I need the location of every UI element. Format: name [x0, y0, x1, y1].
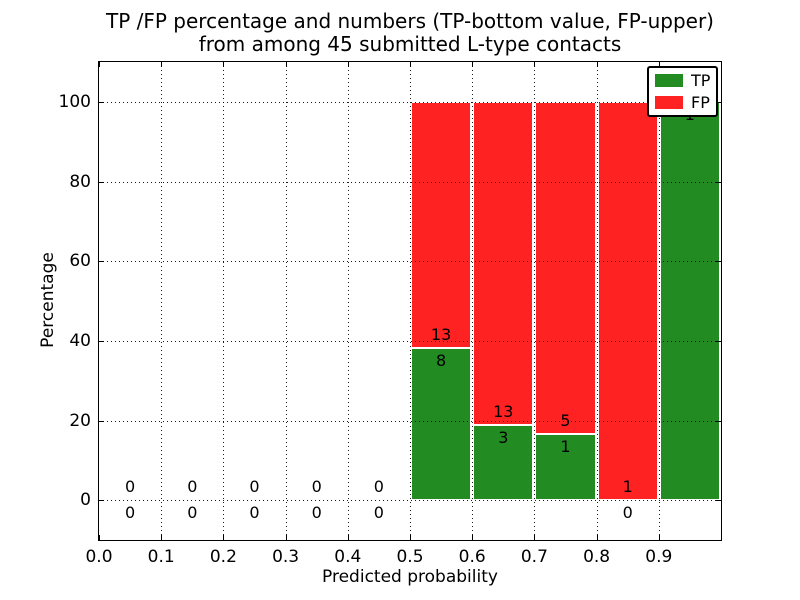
tick-mark — [99, 62, 100, 67]
bar-tp-count-label: 3 — [498, 428, 509, 448]
legend-tp-label: TP — [691, 71, 711, 90]
gridline-x — [347, 62, 349, 540]
bar-tp-count-label: 0 — [311, 503, 322, 523]
x-tick-label: 0.0 — [85, 547, 113, 567]
tick-mark — [716, 181, 721, 183]
gridline-x — [161, 62, 163, 540]
y-tick-label: 80 — [69, 171, 91, 192]
y-tick-label: 40 — [69, 330, 91, 351]
y-tick-label: 60 — [69, 251, 91, 272]
bar-fp-count-label: 0 — [249, 477, 260, 497]
x-tick-label: 0.4 — [334, 547, 362, 567]
tick-mark — [99, 261, 104, 263]
x-tick-label: 0.7 — [520, 547, 548, 567]
bar-tp-segment — [411, 348, 472, 501]
bar-fp-count-label: 0 — [125, 477, 136, 497]
chart-title: TP /FP percentage and numbers (TP-bottom… — [98, 10, 722, 56]
tick-mark — [658, 535, 660, 540]
bar-fp-count-label: 0 — [311, 477, 322, 497]
y-tick-label: 100 — [58, 91, 91, 112]
tick-mark — [99, 101, 104, 103]
legend-fp-swatch — [655, 96, 683, 109]
tick-mark — [534, 535, 536, 540]
bar-fp-count-label: 13 — [430, 325, 452, 345]
gridline-x — [534, 62, 536, 540]
x-tick-label: 0.5 — [396, 547, 424, 567]
bar-fp-count-label: 0 — [373, 477, 384, 497]
tick-mark — [99, 500, 104, 502]
tick-mark — [99, 420, 104, 422]
bar-tp-segment — [659, 101, 720, 501]
tick-mark — [161, 535, 163, 540]
tick-mark — [472, 62, 474, 67]
bar-fp-count-label: 13 — [493, 402, 514, 422]
gridline-x — [472, 62, 474, 540]
bar-tp-count-label: 0 — [125, 503, 136, 523]
tick-mark — [716, 340, 721, 342]
bar-tp-segment — [535, 433, 596, 501]
x-tick-label: 0.2 — [209, 547, 237, 567]
tick-mark — [716, 500, 721, 502]
bar-tp-count-label: 8 — [436, 351, 447, 371]
tick-mark — [534, 62, 536, 67]
plot-area: 0.0 0.1 0.2 0.3 0.4 0.5 0.6 0.7 0.8 0.9 0 20 40 60 80 1… — [59, 61, 722, 567]
bar-fp-count-label: 1 — [622, 477, 633, 497]
gridline-x — [596, 62, 598, 540]
x-tick-label: 0.6 — [458, 547, 486, 567]
gridline-x — [223, 62, 225, 540]
x-tick-label: 0.8 — [583, 547, 611, 567]
gridline-x — [410, 62, 411, 540]
bar-fp-count-label: 0 — [187, 477, 198, 497]
tick-mark — [99, 535, 100, 540]
bar-tp-count-label: 0 — [622, 503, 633, 523]
y-tick-label: 20 — [69, 410, 91, 431]
bar-tp-segment — [473, 425, 534, 501]
tick-mark — [658, 62, 660, 67]
tick-mark — [99, 181, 104, 183]
bar-tp-count-label: 0 — [187, 503, 198, 523]
gridline-x — [658, 62, 660, 540]
tick-mark — [596, 62, 598, 67]
chart-title-line1: TP /FP percentage and numbers (TP-bottom… — [106, 9, 714, 33]
tick-mark — [99, 340, 104, 342]
tick-mark — [347, 62, 349, 67]
legend: TP FP — [647, 66, 719, 117]
tick-mark — [223, 535, 225, 540]
tick-mark — [716, 420, 721, 422]
tick-mark — [285, 535, 287, 540]
bar-fp-segment — [411, 101, 472, 349]
tick-mark — [716, 261, 721, 263]
x-tick-label: 0.1 — [147, 547, 175, 567]
tick-mark — [161, 62, 163, 67]
x-tick-label: 0.9 — [645, 547, 673, 567]
tick-mark — [347, 535, 349, 540]
chart-title-line2: from among 45 submitted L-type contacts — [198, 32, 622, 56]
x-tick-label: 0.3 — [272, 547, 300, 567]
tick-mark — [472, 535, 474, 540]
tick-mark — [223, 62, 225, 67]
bar-tp-count-label: 1 — [560, 436, 571, 456]
legend-entry-tp: TP — [655, 72, 710, 89]
bar-tp-count-label: 0 — [249, 503, 260, 523]
bar-fp-segment — [597, 101, 658, 501]
tick-mark — [410, 535, 411, 540]
tick-mark — [285, 62, 287, 67]
y-tick-label: 0 — [80, 490, 91, 511]
legend-fp-label: FP — [691, 93, 710, 112]
gridline-x — [285, 62, 287, 540]
bar-fp-count-label: 5 — [560, 410, 571, 430]
bar-tp-count-label: 0 — [373, 503, 384, 523]
bar-fp-segment — [473, 101, 534, 426]
legend-entry-fp: FP — [655, 94, 710, 111]
tick-mark — [716, 101, 721, 103]
legend-tp-swatch — [655, 74, 683, 87]
tick-mark — [410, 62, 411, 67]
tick-mark — [596, 535, 598, 540]
x-axis-label: Predicted probability — [322, 567, 498, 587]
bar-fp-segment — [535, 101, 596, 434]
